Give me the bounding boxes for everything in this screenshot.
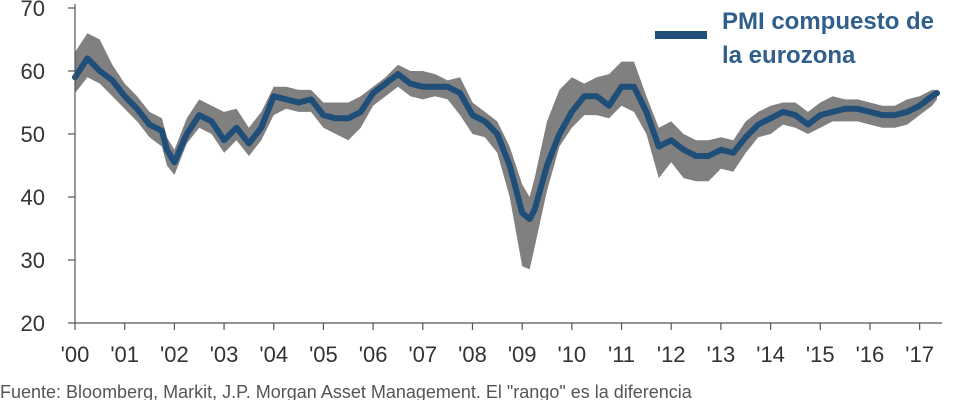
y-tick-label: 40: [21, 185, 45, 210]
x-tick-label: '01: [110, 342, 139, 367]
legend-label-line2: la eurozona: [722, 42, 856, 69]
series-line-layer: [72, 55, 940, 223]
x-tick-label: '04: [259, 342, 288, 367]
axes-layer: 20 30 40 50 60 70 '00 '01 '02 '03 '04 '05 '06 '07 '08 '…: [21, 0, 942, 367]
x-tick-label: '15: [806, 342, 835, 367]
footnote: Fuente: Bloomberg, Markit, J.P. Morgan A…: [0, 382, 693, 400]
x-tick-label: '05: [309, 342, 338, 367]
legend: PMI compuesto de la eurozona: [655, 8, 934, 69]
x-tick-label: '03: [210, 342, 239, 367]
y-tick-label: 50: [21, 122, 45, 147]
x-tick-label: '02: [160, 342, 189, 367]
legend-swatch: [655, 31, 707, 39]
x-tick-label: '09: [508, 342, 537, 367]
x-tick-label: '11: [608, 342, 635, 367]
x-tick-label: '08: [458, 342, 487, 367]
x-tick-label: '07: [408, 342, 437, 367]
x-tick-label: '13: [707, 342, 736, 367]
x-tick-label: '06: [359, 342, 388, 367]
y-tick-label: 70: [21, 0, 45, 21]
y-tick-label: 20: [21, 311, 45, 336]
y-tick-label: 30: [21, 248, 45, 273]
x-tick-label: '16: [856, 342, 885, 367]
x-tick-label: '12: [657, 342, 686, 367]
x-tick-label: '10: [558, 342, 587, 367]
legend-label-line1: PMI compuesto de: [722, 8, 934, 35]
x-tick-label: '00: [61, 342, 90, 367]
x-tick-label: '14: [756, 342, 785, 367]
x-tick-label: '17: [905, 342, 934, 367]
series-line-pmi: [72, 55, 940, 223]
y-tick-label: 60: [21, 59, 45, 84]
